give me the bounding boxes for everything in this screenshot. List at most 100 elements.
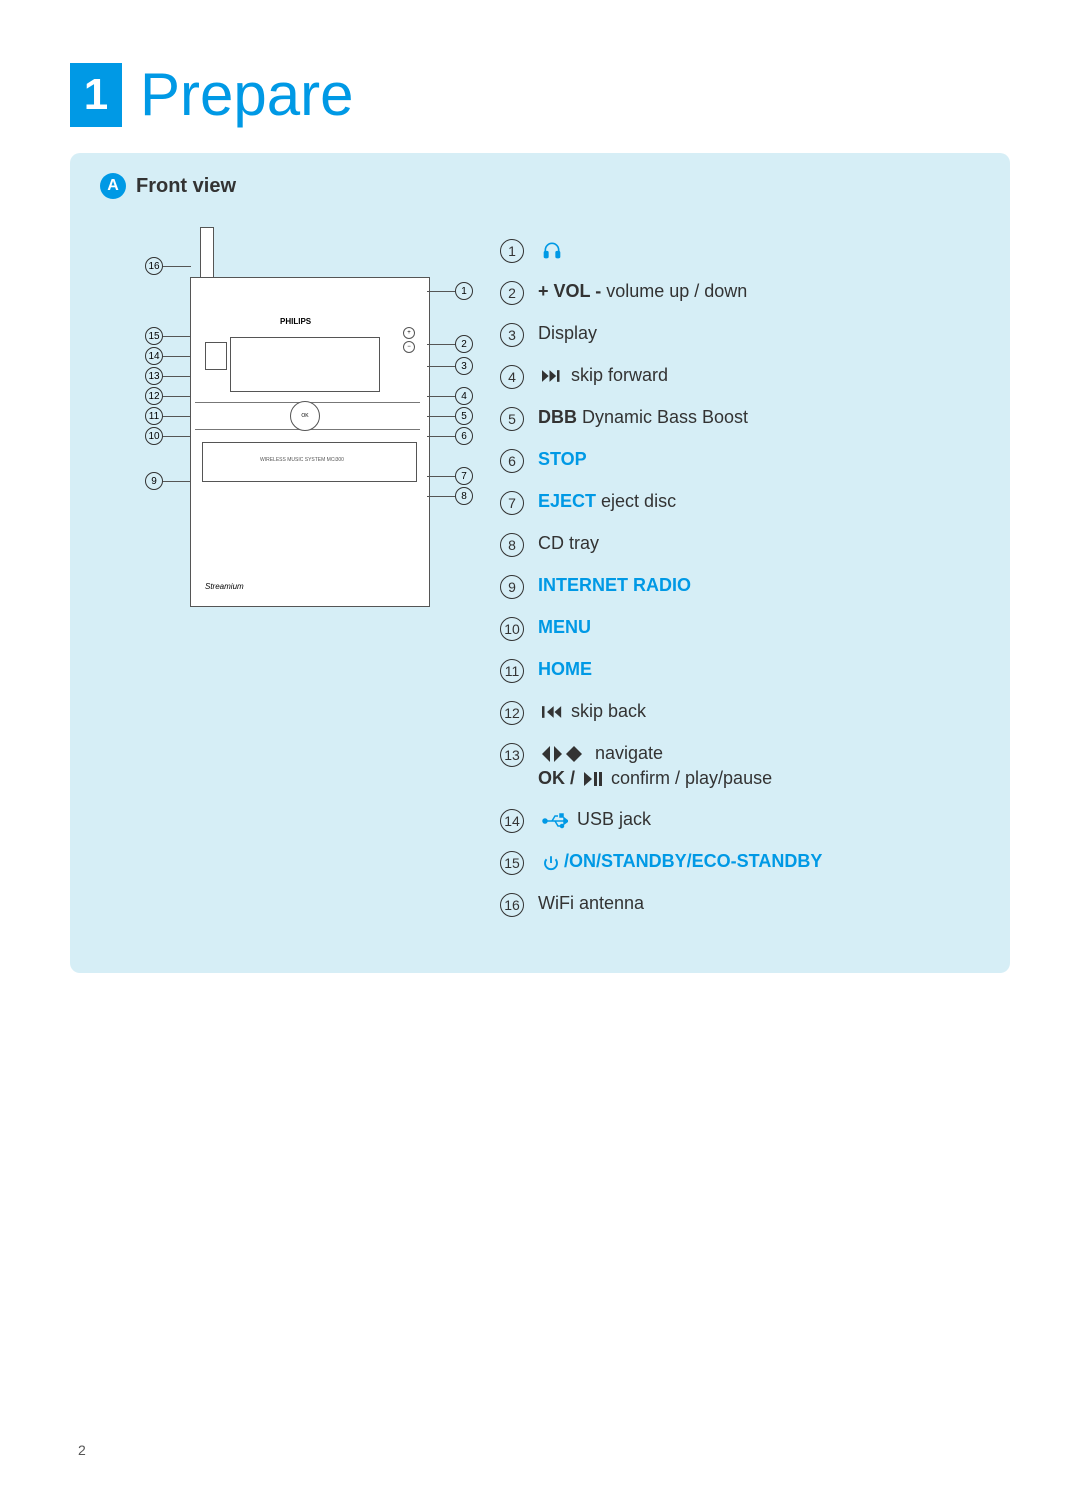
diagram-callout: 3 bbox=[455, 357, 473, 375]
legend-content: EJECT eject disc bbox=[538, 489, 676, 514]
legend-text: USB jack bbox=[572, 809, 651, 829]
callout-line bbox=[163, 481, 191, 482]
callout-line bbox=[427, 496, 455, 497]
diagram-callout: 11 bbox=[145, 407, 163, 425]
legend-number: 3 bbox=[500, 323, 524, 347]
legend-content: DBB Dynamic Bass Boost bbox=[538, 405, 748, 430]
diagram-callout: 15 bbox=[145, 327, 163, 345]
skip-forward-icon bbox=[542, 369, 562, 383]
legend-content: INTERNET RADIO bbox=[538, 573, 691, 598]
callout-line bbox=[163, 436, 191, 437]
legend-number: 10 bbox=[500, 617, 524, 641]
brand-logo: PHILIPS bbox=[280, 317, 311, 326]
callout-line bbox=[163, 396, 191, 397]
main-panel: A Front view PHILIPS +− OK WIRELESS MUSI… bbox=[70, 153, 1010, 973]
diagram-callout: 5 bbox=[455, 407, 473, 425]
legend-bold-text: DBB bbox=[538, 407, 577, 427]
legend-text: Display bbox=[538, 323, 597, 343]
legend-content: skip forward bbox=[538, 363, 668, 388]
legend-text: volume up / down bbox=[601, 281, 747, 301]
page-header: 1 Prepare bbox=[70, 60, 1010, 129]
legend-content: + VOL - volume up / down bbox=[538, 279, 747, 304]
legend-number: 8 bbox=[500, 533, 524, 557]
legend-number: 2 bbox=[500, 281, 524, 305]
legend-item: 11 HOME bbox=[500, 657, 980, 683]
diagram-callout: 4 bbox=[455, 387, 473, 405]
step-number-box: 1 bbox=[70, 63, 122, 127]
diagram-callout: 1 bbox=[455, 282, 473, 300]
legend-number: 6 bbox=[500, 449, 524, 473]
callout-line bbox=[427, 344, 455, 345]
diagram-callout: 8 bbox=[455, 487, 473, 505]
legend-text: CD tray bbox=[538, 533, 599, 553]
diagram-callout: 16 bbox=[145, 257, 163, 275]
callout-line bbox=[427, 396, 455, 397]
diagram-callout: 2 bbox=[455, 335, 473, 353]
legend-item: 2 + VOL - volume up / down bbox=[500, 279, 980, 305]
headphones-icon bbox=[542, 240, 562, 260]
legend-content: CD tray bbox=[538, 531, 599, 556]
legend-item: 14 USB jack bbox=[500, 807, 980, 833]
legend-text: navigate bbox=[590, 743, 663, 763]
legend-number: 7 bbox=[500, 491, 524, 515]
legend-item: 15/ON/STANDBY/ECO-STANDBY bbox=[500, 849, 980, 875]
legend-item: 9 INTERNET RADIO bbox=[500, 573, 980, 599]
legend-item: 8 CD tray bbox=[500, 531, 980, 557]
legend-number: 13 bbox=[500, 743, 524, 767]
legend-number: 4 bbox=[500, 365, 524, 389]
play-pause-icon bbox=[584, 772, 602, 786]
legend-text: WiFi antenna bbox=[538, 893, 644, 913]
legend-item: 6 STOP bbox=[500, 447, 980, 473]
legend-bold-text: OK / bbox=[538, 768, 580, 788]
callout-line bbox=[427, 291, 455, 292]
legend-number: 14 bbox=[500, 809, 524, 833]
legend-content: HOME bbox=[538, 657, 592, 682]
page-number: 2 bbox=[78, 1442, 86, 1458]
stream-label: Streamium bbox=[205, 582, 244, 591]
callout-line bbox=[163, 416, 191, 417]
legend-number: 11 bbox=[500, 659, 524, 683]
legend-content: navigateOK / confirm / play/pause bbox=[538, 741, 772, 791]
diagram-callout: 6 bbox=[455, 427, 473, 445]
callout-line bbox=[427, 416, 455, 417]
callout-line bbox=[163, 336, 191, 337]
diagram-callout: 9 bbox=[145, 472, 163, 490]
section-badge: A bbox=[100, 173, 126, 199]
legend-blue-text: INTERNET RADIO bbox=[538, 575, 691, 595]
diagram-callout: 14 bbox=[145, 347, 163, 365]
device-diagram: PHILIPS +− OK WIRELESS MUSIC SYSTEM MCi3… bbox=[130, 227, 470, 657]
legend-item: 4 skip forward bbox=[500, 363, 980, 389]
legend-text: eject disc bbox=[596, 491, 676, 511]
diagram-callout: 7 bbox=[455, 467, 473, 485]
legend-blue-text: EJECT bbox=[538, 491, 596, 511]
legend-content: STOP bbox=[538, 447, 587, 472]
legend-blue-text: HOME bbox=[538, 659, 592, 679]
callout-line bbox=[427, 436, 455, 437]
legend-blue-text: /ON/STANDBY/ECO-STANDBY bbox=[564, 851, 822, 871]
legend-text: skip back bbox=[566, 701, 646, 721]
legend-number: 1 bbox=[500, 239, 524, 263]
ok-button-shape: OK bbox=[290, 401, 320, 431]
callout-line bbox=[427, 476, 455, 477]
volume-buttons-shape: +− bbox=[403, 327, 417, 357]
page-title: Prepare bbox=[140, 60, 353, 129]
display-shape bbox=[230, 337, 380, 392]
subheader: A Front view bbox=[100, 173, 980, 199]
legend-content: MENU bbox=[538, 615, 591, 640]
legend-item: 10 MENU bbox=[500, 615, 980, 641]
system-label: WIRELESS MUSIC SYSTEM MCi300 bbox=[260, 457, 344, 463]
callout-line bbox=[163, 376, 191, 377]
legend-item: 1 bbox=[500, 237, 980, 263]
legend-item: 13 navigateOK / confirm / play/pause bbox=[500, 741, 980, 791]
callout-line bbox=[163, 266, 191, 267]
legend-content: WiFi antenna bbox=[538, 891, 644, 916]
section-title: Front view bbox=[136, 175, 236, 198]
power-icon bbox=[542, 854, 560, 872]
legend-text: skip forward bbox=[566, 365, 668, 385]
legend-number: 9 bbox=[500, 575, 524, 599]
diagram-callout: 12 bbox=[145, 387, 163, 405]
callout-line bbox=[427, 366, 455, 367]
legend-item: 5 DBB Dynamic Bass Boost bbox=[500, 405, 980, 431]
usb-port-shape bbox=[205, 342, 227, 370]
legend-number: 5 bbox=[500, 407, 524, 431]
